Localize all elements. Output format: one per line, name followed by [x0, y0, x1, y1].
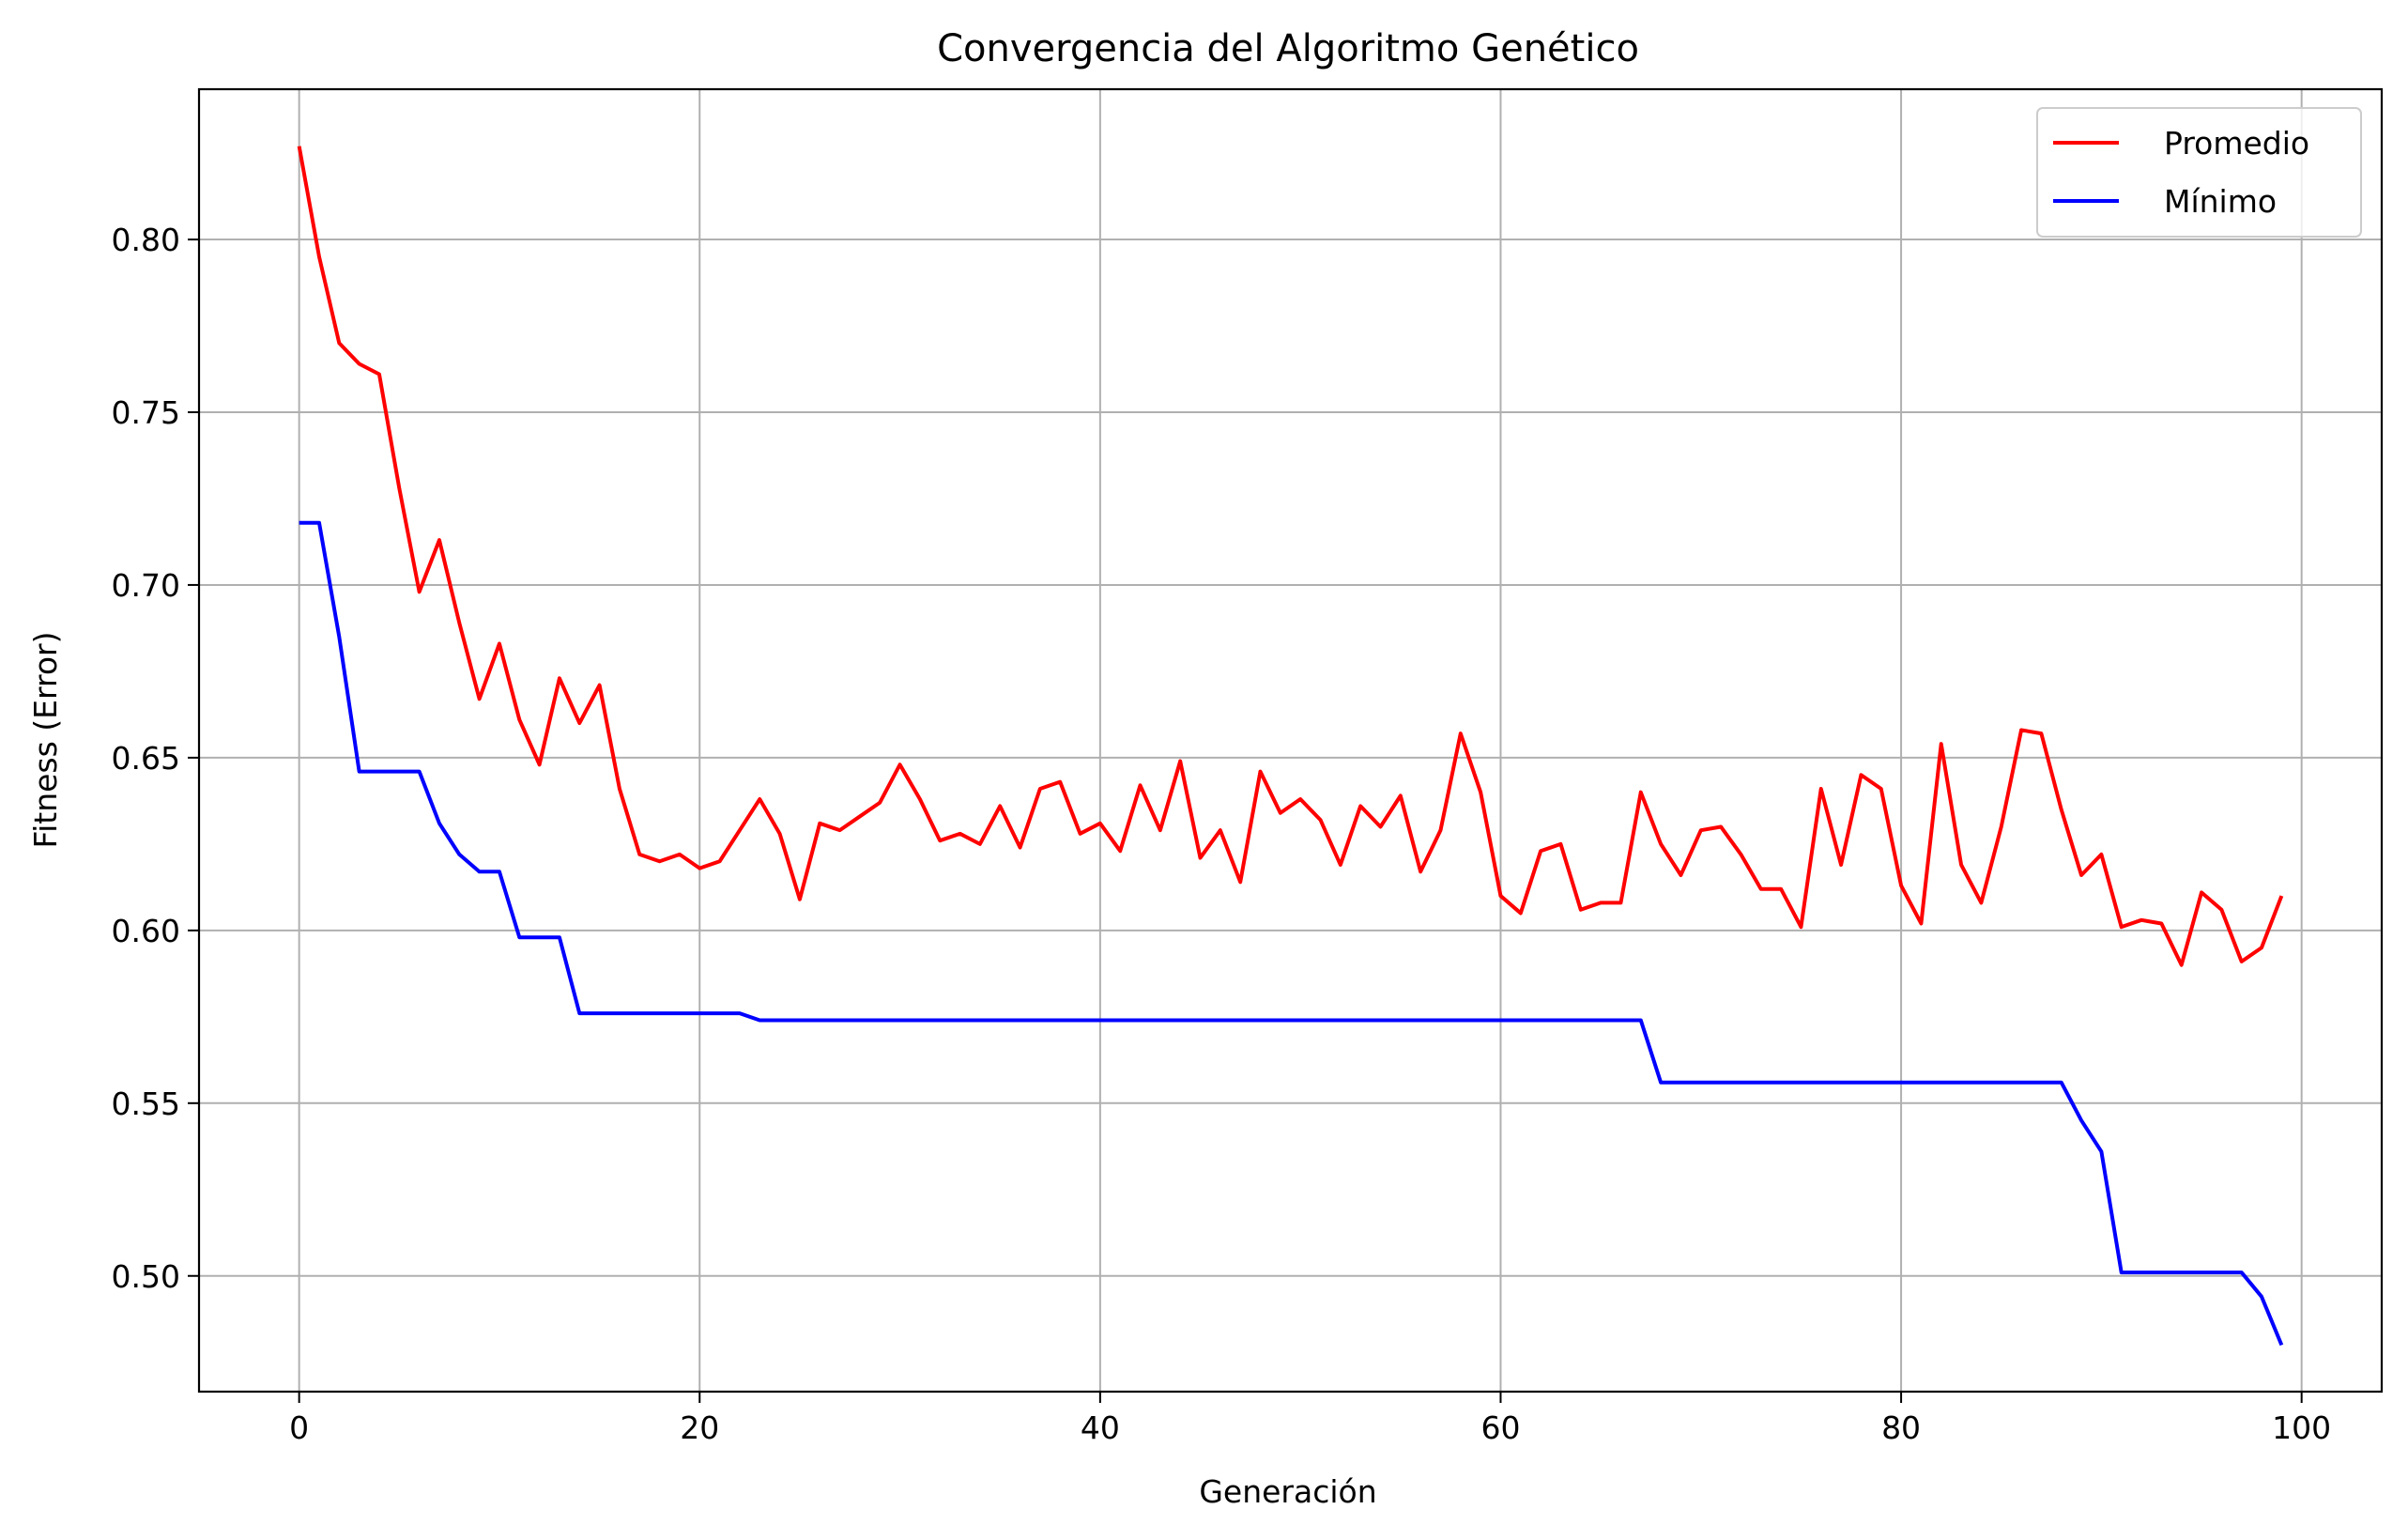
ticks: 0 20 40 60 80 100 0.50 0.55 0.60 0.65 0.70 0.75 0.80 [112, 222, 2332, 1446]
x-tick-label: 100 [2272, 1409, 2331, 1446]
y-axis-label: Fitness (Error) [27, 632, 64, 849]
y-tick-label: 0.65 [112, 740, 180, 777]
x-tick-label: 60 [1480, 1409, 1520, 1446]
x-tick-label: 20 [680, 1409, 719, 1446]
y-tick-label: 0.75 [112, 394, 180, 431]
chart-title: Convergencia del Algoritmo Genético [937, 27, 1639, 70]
y-tick-label: 0.80 [112, 222, 180, 258]
y-tick-label: 0.50 [112, 1258, 180, 1295]
legend: Promedio Mínimo [2036, 107, 2362, 238]
x-axis-label: Generación [1199, 1473, 1376, 1510]
x-tick-label: 80 [1881, 1409, 1921, 1446]
y-tick-label: 0.70 [112, 567, 180, 604]
plot-frame [197, 87, 2384, 1394]
y-tick-label: 0.55 [112, 1086, 180, 1122]
legend-label-promedio: Promedio [2164, 125, 2309, 162]
series-line-minimo [299, 520, 2284, 1347]
grid [199, 89, 2382, 1392]
x-tick-label: 0 [289, 1409, 309, 1446]
series-lines [297, 146, 2284, 1347]
legend-box [2036, 107, 2362, 238]
series-line-promedio [297, 146, 2284, 967]
legend-label-minimo: Mínimo [2164, 183, 2277, 220]
y-tick-label: 0.60 [112, 913, 180, 949]
x-tick-label: 40 [1081, 1409, 1120, 1446]
